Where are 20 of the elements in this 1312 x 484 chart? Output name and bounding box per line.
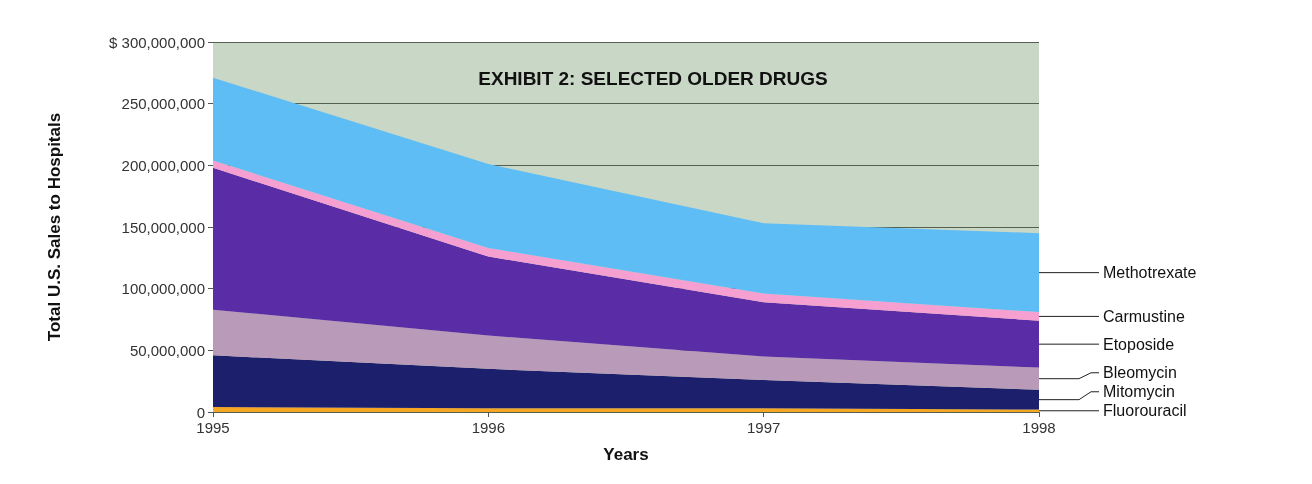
x-tick-label: 1996 xyxy=(471,419,506,436)
y-tick-label: 200,000,000 xyxy=(121,156,205,174)
y-tick-label: 50,000,000 xyxy=(129,341,205,359)
y-tick-label: 100,000,000 xyxy=(121,280,205,298)
text: EXHIBIT 2: SELECTED OLDER DRUGS xyxy=(478,68,828,89)
x-tick-label: 1997 xyxy=(746,419,781,436)
y-tick-label: 150,000,000 xyxy=(121,218,205,236)
y-axis-title: Total U.S. Sales to Hospitals xyxy=(45,112,64,342)
text: Carmustine xyxy=(1103,307,1185,325)
text: Etoposide xyxy=(1103,335,1175,353)
x-tick-label: 1998 xyxy=(1022,419,1056,436)
text: Fluorouracil xyxy=(1103,402,1187,420)
text: Methotrexate xyxy=(1103,264,1197,282)
y-tick-label: 0 xyxy=(196,403,205,421)
x-axis-title: Years xyxy=(603,445,649,464)
x-tick-label: 1995 xyxy=(196,419,230,436)
text: Bleomycin xyxy=(1103,364,1177,382)
y-tick-label: 250,000,000 xyxy=(121,95,205,113)
y-tick-label: $ 300,000,000 xyxy=(109,33,205,51)
text: Mitomycin xyxy=(1103,383,1176,401)
